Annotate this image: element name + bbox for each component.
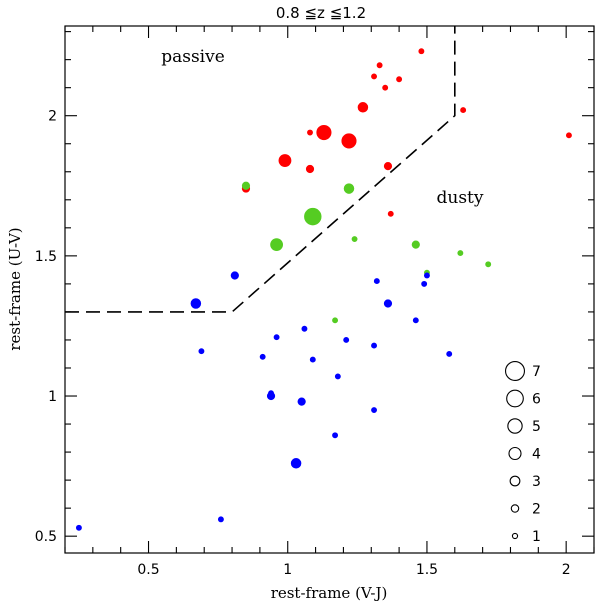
blue-point [301,325,308,332]
red-point [383,162,393,171]
size-legend-marker [510,504,520,513]
axis-ticks [64,26,595,553]
green-point [457,250,464,257]
blue-point [412,317,419,324]
size-legend-marker [507,418,523,434]
red-point [387,210,394,217]
blue-point [423,272,430,279]
region-label-passive: passive [161,47,225,67]
x-tick-label: 1 [283,562,292,578]
blue-point [371,342,377,349]
size-legend-label: 6 [532,392,541,408]
green-point [332,317,339,324]
red-point [565,132,572,139]
blue-point [230,271,239,280]
size-legend-marker [508,446,522,461]
blue-point [383,299,393,308]
green-point [270,238,284,252]
blue-point [297,397,306,406]
blue-point [421,280,428,287]
passive-region-boundary [65,26,456,313]
blue-point [198,348,205,355]
x-tick-label: 2 [562,562,571,578]
red-point [460,107,467,114]
red-point [371,73,377,80]
size-legend: 7 6 5 4 3 2 1 [504,360,541,545]
blue-point [343,337,350,343]
y-tick-label: 1 [48,389,57,405]
green-point [351,236,358,242]
size-legend-label: 2 [532,502,541,518]
y-axis-label: rest-frame (U-V) [6,227,24,350]
red-point [418,48,425,55]
red-point [307,129,313,136]
size-legend-marker [511,532,519,540]
plot-frame [64,25,595,554]
size-legend-label: 1 [532,529,541,545]
blue-point [332,432,339,439]
tick-labels: 0.5 1 1.5 2 0.5 1 1.5 2 [35,109,571,578]
green-point [304,207,322,226]
red-point [376,62,383,69]
blue-point [259,353,266,360]
y-tick-label: 2 [48,109,57,125]
red-point [357,102,369,113]
size-legend-marker [506,389,524,408]
red-point [396,76,403,83]
green-point [343,183,355,194]
blue-point [273,334,280,341]
size-legend-marker [509,475,521,487]
blue-point [75,524,82,531]
x-axis-label: rest-frame (V-J) [271,584,388,602]
red-point [305,164,315,174]
blue-point [290,458,302,469]
blue-point [334,373,341,380]
green-point [485,261,492,268]
red-point [341,133,357,149]
data-points [75,48,572,531]
x-tick-label: 0.5 [137,562,159,578]
blue-point [268,390,274,397]
green-point [241,181,251,190]
blue-point [190,298,202,309]
red-point [278,154,292,167]
y-tick-label: 1.5 [35,249,57,265]
y-tick-label: 0.5 [35,529,57,545]
blue-point [309,356,316,363]
blue-point [446,351,453,357]
blue-point [373,278,380,285]
green-point [411,240,420,249]
x-tick-label: 1.5 [416,562,438,578]
red-point [316,124,332,141]
blue-point [371,407,377,413]
chart-title: 0.8 ≦z ≦1.2 [276,4,366,22]
size-legend-marker [504,360,525,381]
blue-point [217,516,224,523]
region-label-dusty: dusty [437,188,484,208]
size-legend-label: 7 [532,364,541,380]
red-point [382,84,389,91]
size-legend-label: 4 [532,447,541,463]
size-legend-label: 5 [532,419,541,435]
size-legend-label: 3 [532,474,541,490]
